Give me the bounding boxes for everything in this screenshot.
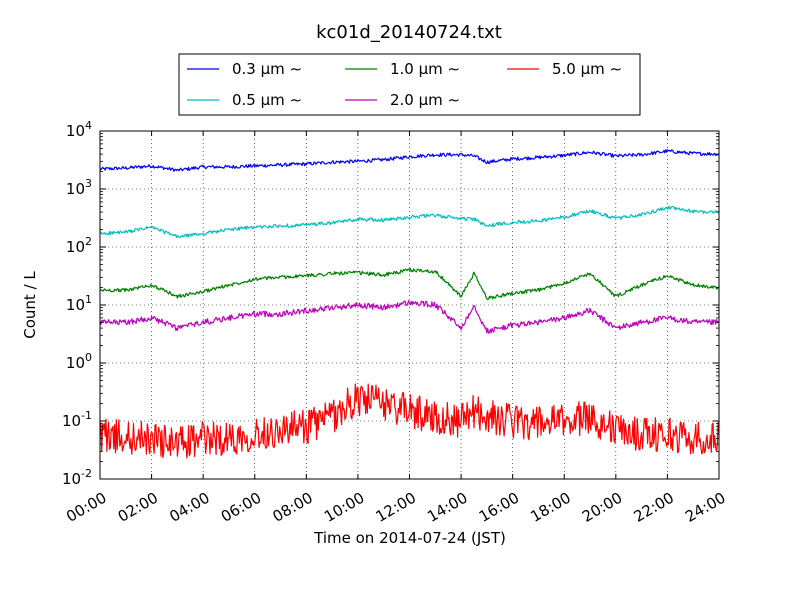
chart: kc01d_20140724.txt 00:00 02:00 04:00 06:00 0… bbox=[0, 0, 800, 600]
legend: 0.3 µm ∼ 1.0 µm ∼ 5.0 µm ∼ 0.5 µm ∼ 2.0 µm ∼ bbox=[179, 54, 640, 115]
legend-label: 1.0 µm ∼ bbox=[390, 60, 460, 78]
y-axis-label: Count / L bbox=[21, 271, 39, 339]
legend-label: 0.3 µm ∼ bbox=[232, 60, 302, 78]
legend-label: 2.0 µm ∼ bbox=[390, 91, 460, 109]
legend-label: 0.5 µm ∼ bbox=[232, 91, 302, 109]
chart-title: kc01d_20140724.txt bbox=[316, 22, 502, 43]
legend-label: 5.0 µm ∼ bbox=[552, 60, 622, 78]
x-axis-label: Time on 2014-07-24 (JST) bbox=[313, 529, 506, 547]
